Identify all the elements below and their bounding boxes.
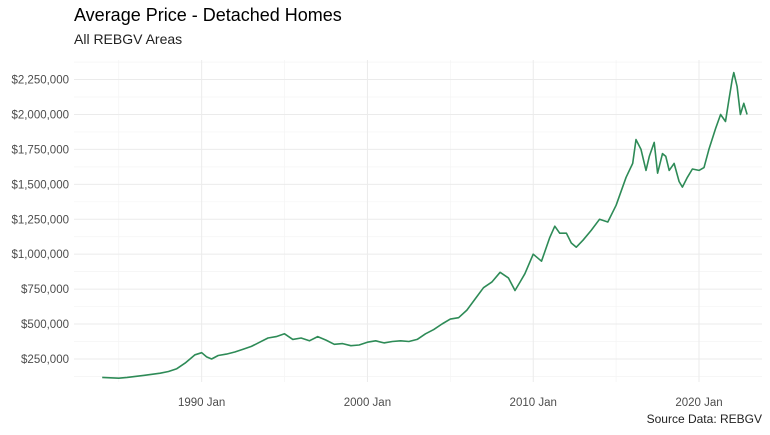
x-axis-ticks: 1990 Jan 2000 Jan 2010 Jan 2020 Jan	[178, 397, 723, 409]
y-tick-label: $750,000	[21, 284, 69, 296]
y-tick-label: $1,250,000	[11, 214, 69, 226]
y-axis-ticks: $250,000 $500,000 $750,000 $1,000,000 $1,250…	[11, 75, 69, 366]
price-series-line	[102, 71, 748, 379]
source-caption: Source Data: REBGV	[646, 412, 762, 426]
y-tick-label: $1,000,000	[11, 249, 69, 261]
x-tick-label: 2010 Jan	[510, 397, 557, 409]
x-tick-label: 2000 Jan	[344, 397, 391, 409]
y-tick-label: $2,250,000	[11, 75, 69, 87]
y-tick-label: $1,500,000	[11, 179, 69, 191]
y-tick-label: $250,000	[21, 354, 69, 366]
minor-gridlines	[74, 60, 762, 382]
major-gridlines	[74, 60, 762, 382]
chart-title: Average Price - Detached Homes	[74, 5, 342, 25]
y-tick-label: $1,750,000	[11, 144, 69, 156]
y-tick-label: $2,000,000	[11, 109, 69, 121]
x-tick-label: 1990 Jan	[178, 397, 225, 409]
y-tick-label: $500,000	[21, 319, 69, 331]
chart-subtitle: All REBGV Areas	[74, 31, 183, 47]
x-tick-label: 2020 Jan	[675, 397, 722, 409]
